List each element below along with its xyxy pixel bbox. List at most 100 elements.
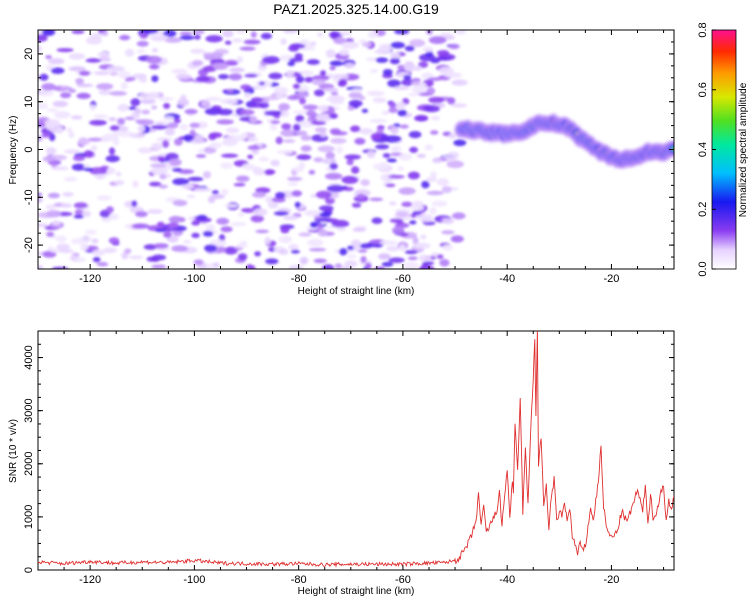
noise-blob [224, 204, 239, 208]
noise-blob [205, 224, 215, 232]
noise-blob [302, 104, 319, 111]
noise-blob [374, 50, 383, 54]
noise-blob [404, 250, 418, 255]
noise-blob [313, 258, 327, 264]
noise-blob [420, 234, 427, 240]
noise-blob [194, 134, 205, 140]
noise-blob [42, 30, 56, 36]
noise-blob [448, 43, 460, 50]
noise-blob [217, 108, 233, 116]
noise-blob [307, 238, 324, 247]
noise-blob [64, 176, 78, 182]
noise-blob [306, 110, 317, 117]
noise-blob [129, 133, 145, 139]
noise-blob [45, 147, 57, 155]
noise-blob [73, 202, 88, 209]
noise-blob [382, 153, 391, 158]
noise-blob [287, 60, 296, 67]
noise-blob [202, 230, 214, 237]
noise-blob [430, 130, 439, 135]
noise-blob [375, 57, 389, 63]
noise-blob [319, 212, 332, 218]
noise-blob [97, 51, 110, 59]
noise-blob [348, 92, 363, 99]
noise-blob [371, 217, 383, 224]
noise-blob [292, 110, 310, 115]
noise-blob [220, 226, 233, 233]
noise-blob [273, 211, 289, 216]
noise-blob [359, 243, 373, 249]
noise-blob [209, 132, 223, 138]
noise-blob [357, 128, 374, 134]
noise-blob [252, 191, 267, 198]
noise-blob [328, 113, 338, 119]
noise-blob [243, 39, 261, 45]
noise-blob [163, 102, 171, 109]
noise-blob [414, 114, 429, 122]
noise-blob [397, 64, 405, 71]
noise-blob [186, 194, 196, 199]
noise-blob [315, 190, 332, 199]
noise-blob [253, 168, 267, 176]
spectrogram-xlabel: Height of straight line (km) [298, 286, 415, 297]
noise-blob [91, 238, 99, 244]
snr-ylabel: SNR (10 * v/v) [8, 419, 19, 483]
noise-blob [317, 32, 324, 37]
noise-blob [180, 94, 187, 102]
noise-blob [75, 78, 84, 85]
noise-blob [346, 158, 354, 166]
noise-blob [346, 254, 357, 259]
noise-blob [290, 249, 300, 254]
noise-blob [151, 124, 168, 130]
noise-blob [390, 126, 399, 135]
noise-blob [89, 167, 108, 176]
noise-blob [106, 206, 114, 214]
noise-blob [294, 201, 301, 208]
noise-blob [167, 222, 179, 229]
noise-blob [150, 64, 159, 70]
noise-blob [109, 91, 127, 96]
noise-blob [226, 61, 238, 66]
noise-blob [356, 193, 366, 199]
noise-blob [131, 200, 138, 207]
noise-blob [80, 243, 89, 251]
noise-blob [221, 188, 229, 196]
noise-blob [448, 133, 456, 139]
noise-blob [119, 34, 131, 41]
noise-blob [399, 244, 406, 252]
noise-blob [52, 220, 61, 226]
noise-blob [335, 146, 344, 154]
snr-y-axis: 0 1000 2000 3000 4000 [23, 330, 674, 573]
x-tick-label: -80 [291, 574, 307, 586]
noise-blob [233, 182, 246, 187]
noise-blob [317, 145, 335, 153]
noise-blob [147, 209, 163, 214]
noise-blob [282, 30, 298, 34]
noise-blob [293, 166, 304, 173]
noise-blob [388, 257, 405, 264]
noise-blob [397, 109, 408, 117]
noise-blob [76, 83, 94, 88]
noise-blob [325, 49, 336, 57]
noise-blob [409, 146, 418, 153]
noise-blob [244, 92, 251, 99]
noise-blob [365, 262, 372, 269]
noise-blob [421, 180, 430, 189]
noise-blob [190, 48, 206, 54]
x-tick-label: -20 [603, 273, 619, 285]
noise-blob [193, 187, 212, 192]
noise-blob [412, 236, 419, 245]
noise-blob [157, 121, 164, 125]
noise-blob [370, 132, 382, 140]
noise-blob [109, 72, 118, 76]
noise-blob [287, 176, 303, 181]
y-tick-label: 10 [23, 96, 35, 108]
noise-blob [103, 247, 117, 254]
y-tick-label: 1000 [23, 505, 35, 529]
noise-blob [388, 174, 405, 179]
noise-blob [262, 56, 281, 64]
noise-blob [128, 106, 137, 111]
noise-blob [173, 118, 181, 124]
noise-blob [429, 206, 437, 215]
noise-blob [240, 133, 248, 138]
